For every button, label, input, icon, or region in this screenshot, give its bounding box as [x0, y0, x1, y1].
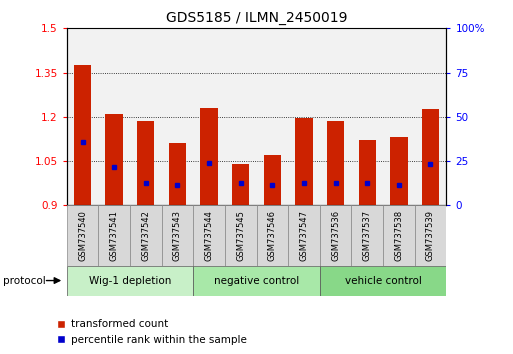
Text: GSM737537: GSM737537	[363, 210, 372, 261]
Bar	[264, 155, 281, 205]
Bar	[320, 266, 446, 296]
Bar	[98, 205, 130, 266]
Bar	[256, 205, 288, 266]
Text: negative control: negative control	[214, 275, 299, 286]
Bar	[383, 205, 415, 266]
Text: GSM737540: GSM737540	[78, 210, 87, 261]
Bar	[390, 137, 407, 205]
Text: protocol: protocol	[3, 275, 45, 286]
Text: vehicle control: vehicle control	[345, 275, 422, 286]
Legend: transformed count, percentile rank within the sample: transformed count, percentile rank withi…	[51, 315, 251, 349]
Text: GSM737542: GSM737542	[141, 210, 150, 261]
Text: GSM737539: GSM737539	[426, 210, 435, 261]
Bar	[162, 205, 193, 266]
Bar	[74, 65, 91, 205]
Text: Wig-1 depletion: Wig-1 depletion	[89, 275, 171, 286]
Bar	[415, 205, 446, 266]
Bar	[201, 108, 218, 205]
Text: GSM737544: GSM737544	[205, 210, 213, 261]
Bar	[193, 205, 225, 266]
Text: GSM737546: GSM737546	[268, 210, 277, 261]
Bar	[225, 205, 256, 266]
Bar	[351, 205, 383, 266]
Bar	[359, 141, 376, 205]
Bar	[67, 266, 193, 296]
Bar	[327, 121, 344, 205]
Text: GSM737547: GSM737547	[300, 210, 308, 261]
Bar	[67, 205, 98, 266]
Bar	[320, 205, 351, 266]
Text: GSM737538: GSM737538	[394, 210, 403, 261]
Bar	[232, 164, 249, 205]
Text: GSM737543: GSM737543	[173, 210, 182, 261]
Text: GSM737545: GSM737545	[236, 210, 245, 261]
Title: GDS5185 / ILMN_2450019: GDS5185 / ILMN_2450019	[166, 11, 347, 24]
Bar	[288, 205, 320, 266]
Bar	[295, 118, 312, 205]
Text: GSM737541: GSM737541	[110, 210, 119, 261]
Text: GSM737536: GSM737536	[331, 210, 340, 261]
Bar	[422, 109, 439, 205]
Bar	[130, 205, 162, 266]
Bar	[106, 114, 123, 205]
Bar	[193, 266, 320, 296]
Bar	[137, 121, 154, 205]
Bar	[169, 143, 186, 205]
